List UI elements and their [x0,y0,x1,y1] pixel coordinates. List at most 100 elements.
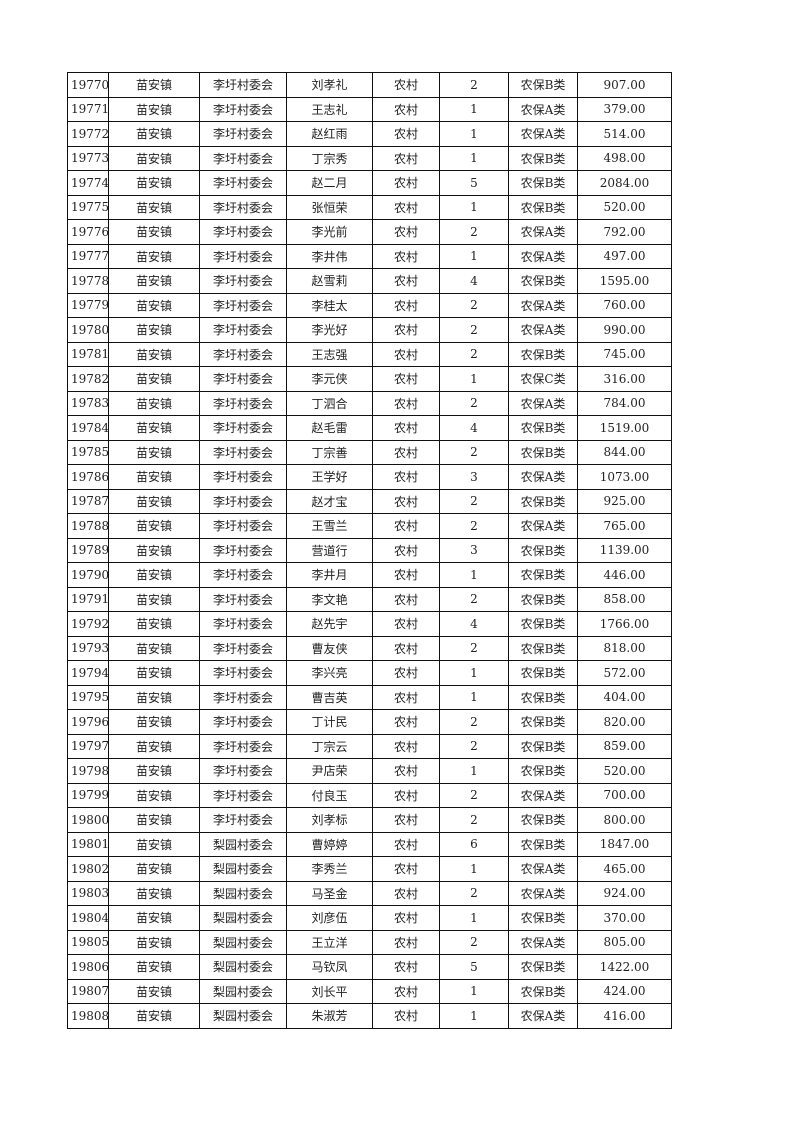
cell-amount: 379.00 [577,96,672,122]
cell-amount: 844.00 [577,439,672,465]
cell-area: 农村 [372,170,440,196]
cell-name: 丁计民 [286,709,373,735]
cell-category: 农保A类 [508,96,578,122]
cell-category: 农保A类 [508,464,578,490]
cell-amount: 2084.00 [577,170,672,196]
cell-area: 农村 [372,439,440,465]
cell-category: 农保A类 [508,782,578,808]
cell-id: 19779 [67,292,109,318]
cell-category: 农保A类 [508,929,578,955]
cell-name: 王学好 [286,464,373,490]
cell-amount: 990.00 [577,317,672,343]
table-row: 19782 苗安镇 李圩村委会 李元侠 农村 1 农保C类 316.00 [67,366,672,392]
cell-name: 刘孝礼 [286,72,373,98]
cell-village: 李圩村委会 [199,366,287,392]
cell-area: 农村 [372,807,440,833]
cell-id: 19808 [67,1003,109,1029]
cell-village: 李圩村委会 [199,586,287,612]
cell-id: 19804 [67,905,109,931]
cell-amount: 784.00 [577,390,672,416]
cell-village: 李圩村委会 [199,684,287,710]
cell-village: 李圩村委会 [199,121,287,147]
cell-count: 2 [439,439,509,465]
cell-category: 农保B类 [508,537,578,563]
cell-village: 李圩村委会 [199,635,287,661]
cell-name: 朱淑芳 [286,1003,373,1029]
cell-name: 刘孝标 [286,807,373,833]
cell-village: 李圩村委会 [199,341,287,367]
cell-id: 19801 [67,831,109,857]
cell-village: 李圩村委会 [199,170,287,196]
cell-town: 苗安镇 [108,758,200,784]
cell-town: 苗安镇 [108,268,200,294]
cell-town: 苗安镇 [108,145,200,171]
cell-count: 2 [439,635,509,661]
cell-area: 农村 [372,243,440,269]
cell-town: 苗安镇 [108,488,200,514]
cell-amount: 498.00 [577,145,672,171]
table-row: 19795 苗安镇 李圩村委会 曹吉英 农村 1 农保B类 404.00 [67,684,672,710]
cell-area: 农村 [372,145,440,171]
table-row: 19802 苗安镇 梨园村委会 李秀兰 农村 1 农保A类 465.00 [67,856,672,882]
cell-id: 19789 [67,537,109,563]
cell-id: 19807 [67,978,109,1004]
cell-village: 李圩村委会 [199,758,287,784]
cell-amount: 925.00 [577,488,672,514]
table-row: 19801 苗安镇 梨园村委会 曹婷婷 农村 6 农保B类 1847.00 [67,831,672,857]
table-body: 19770 苗安镇 李圩村委会 刘孝礼 农村 2 农保B类 907.00 19771 苗安镇 李圩村… [67,72,672,1029]
cell-name: 王雪兰 [286,513,373,539]
cell-category: 农保A类 [508,880,578,906]
cell-category: 农保B类 [508,194,578,220]
cell-town: 苗安镇 [108,537,200,563]
table-row: 19775 苗安镇 李圩村委会 张恒荣 农村 1 农保B类 520.00 [67,194,672,220]
cell-id: 19780 [67,317,109,343]
cell-category: 农保B类 [508,268,578,294]
cell-village: 李圩村委会 [199,611,287,637]
cell-category: 农保B类 [508,905,578,931]
cell-id: 19784 [67,415,109,441]
cell-area: 农村 [372,415,440,441]
cell-town: 苗安镇 [108,96,200,122]
cell-village: 李圩村委会 [199,96,287,122]
table-row: 19793 苗安镇 李圩村委会 曹友侠 农村 2 农保B类 818.00 [67,635,672,661]
cell-id: 19792 [67,611,109,637]
cell-count: 4 [439,611,509,637]
cell-area: 农村 [372,219,440,245]
cell-area: 农村 [372,709,440,735]
cell-category: 农保B类 [508,758,578,784]
table-row: 19777 苗安镇 李圩村委会 李井伟 农村 1 农保A类 497.00 [67,243,672,269]
cell-amount: 497.00 [577,243,672,269]
table-row: 19790 苗安镇 李圩村委会 李井月 农村 1 农保B类 446.00 [67,562,672,588]
cell-area: 农村 [372,586,440,612]
cell-town: 苗安镇 [108,464,200,490]
cell-id: 19787 [67,488,109,514]
cell-category: 农保B类 [508,145,578,171]
cell-town: 苗安镇 [108,72,200,98]
cell-area: 农村 [372,341,440,367]
cell-id: 19806 [67,954,109,980]
cell-name: 赵毛雷 [286,415,373,441]
cell-amount: 404.00 [577,684,672,710]
cell-amount: 700.00 [577,782,672,808]
cell-town: 苗安镇 [108,219,200,245]
cell-town: 苗安镇 [108,954,200,980]
table-row: 19778 苗安镇 李圩村委会 赵雪莉 农村 4 农保B类 1595.00 [67,268,672,294]
cell-town: 苗安镇 [108,733,200,759]
cell-name: 付良玉 [286,782,373,808]
cell-area: 农村 [372,537,440,563]
cell-village: 李圩村委会 [199,194,287,220]
cell-name: 李秀兰 [286,856,373,882]
cell-count: 2 [439,72,509,98]
cell-category: 农保B类 [508,733,578,759]
cell-amount: 760.00 [577,292,672,318]
table-row: 19776 苗安镇 李圩村委会 李光前 农村 2 农保A类 792.00 [67,219,672,245]
cell-village: 李圩村委会 [199,488,287,514]
cell-village: 李圩村委会 [199,390,287,416]
cell-id: 19805 [67,929,109,955]
cell-name: 马钦凤 [286,954,373,980]
cell-count: 2 [439,390,509,416]
cell-amount: 316.00 [577,366,672,392]
cell-area: 农村 [372,390,440,416]
cell-name: 丁宗云 [286,733,373,759]
cell-name: 王志礼 [286,96,373,122]
